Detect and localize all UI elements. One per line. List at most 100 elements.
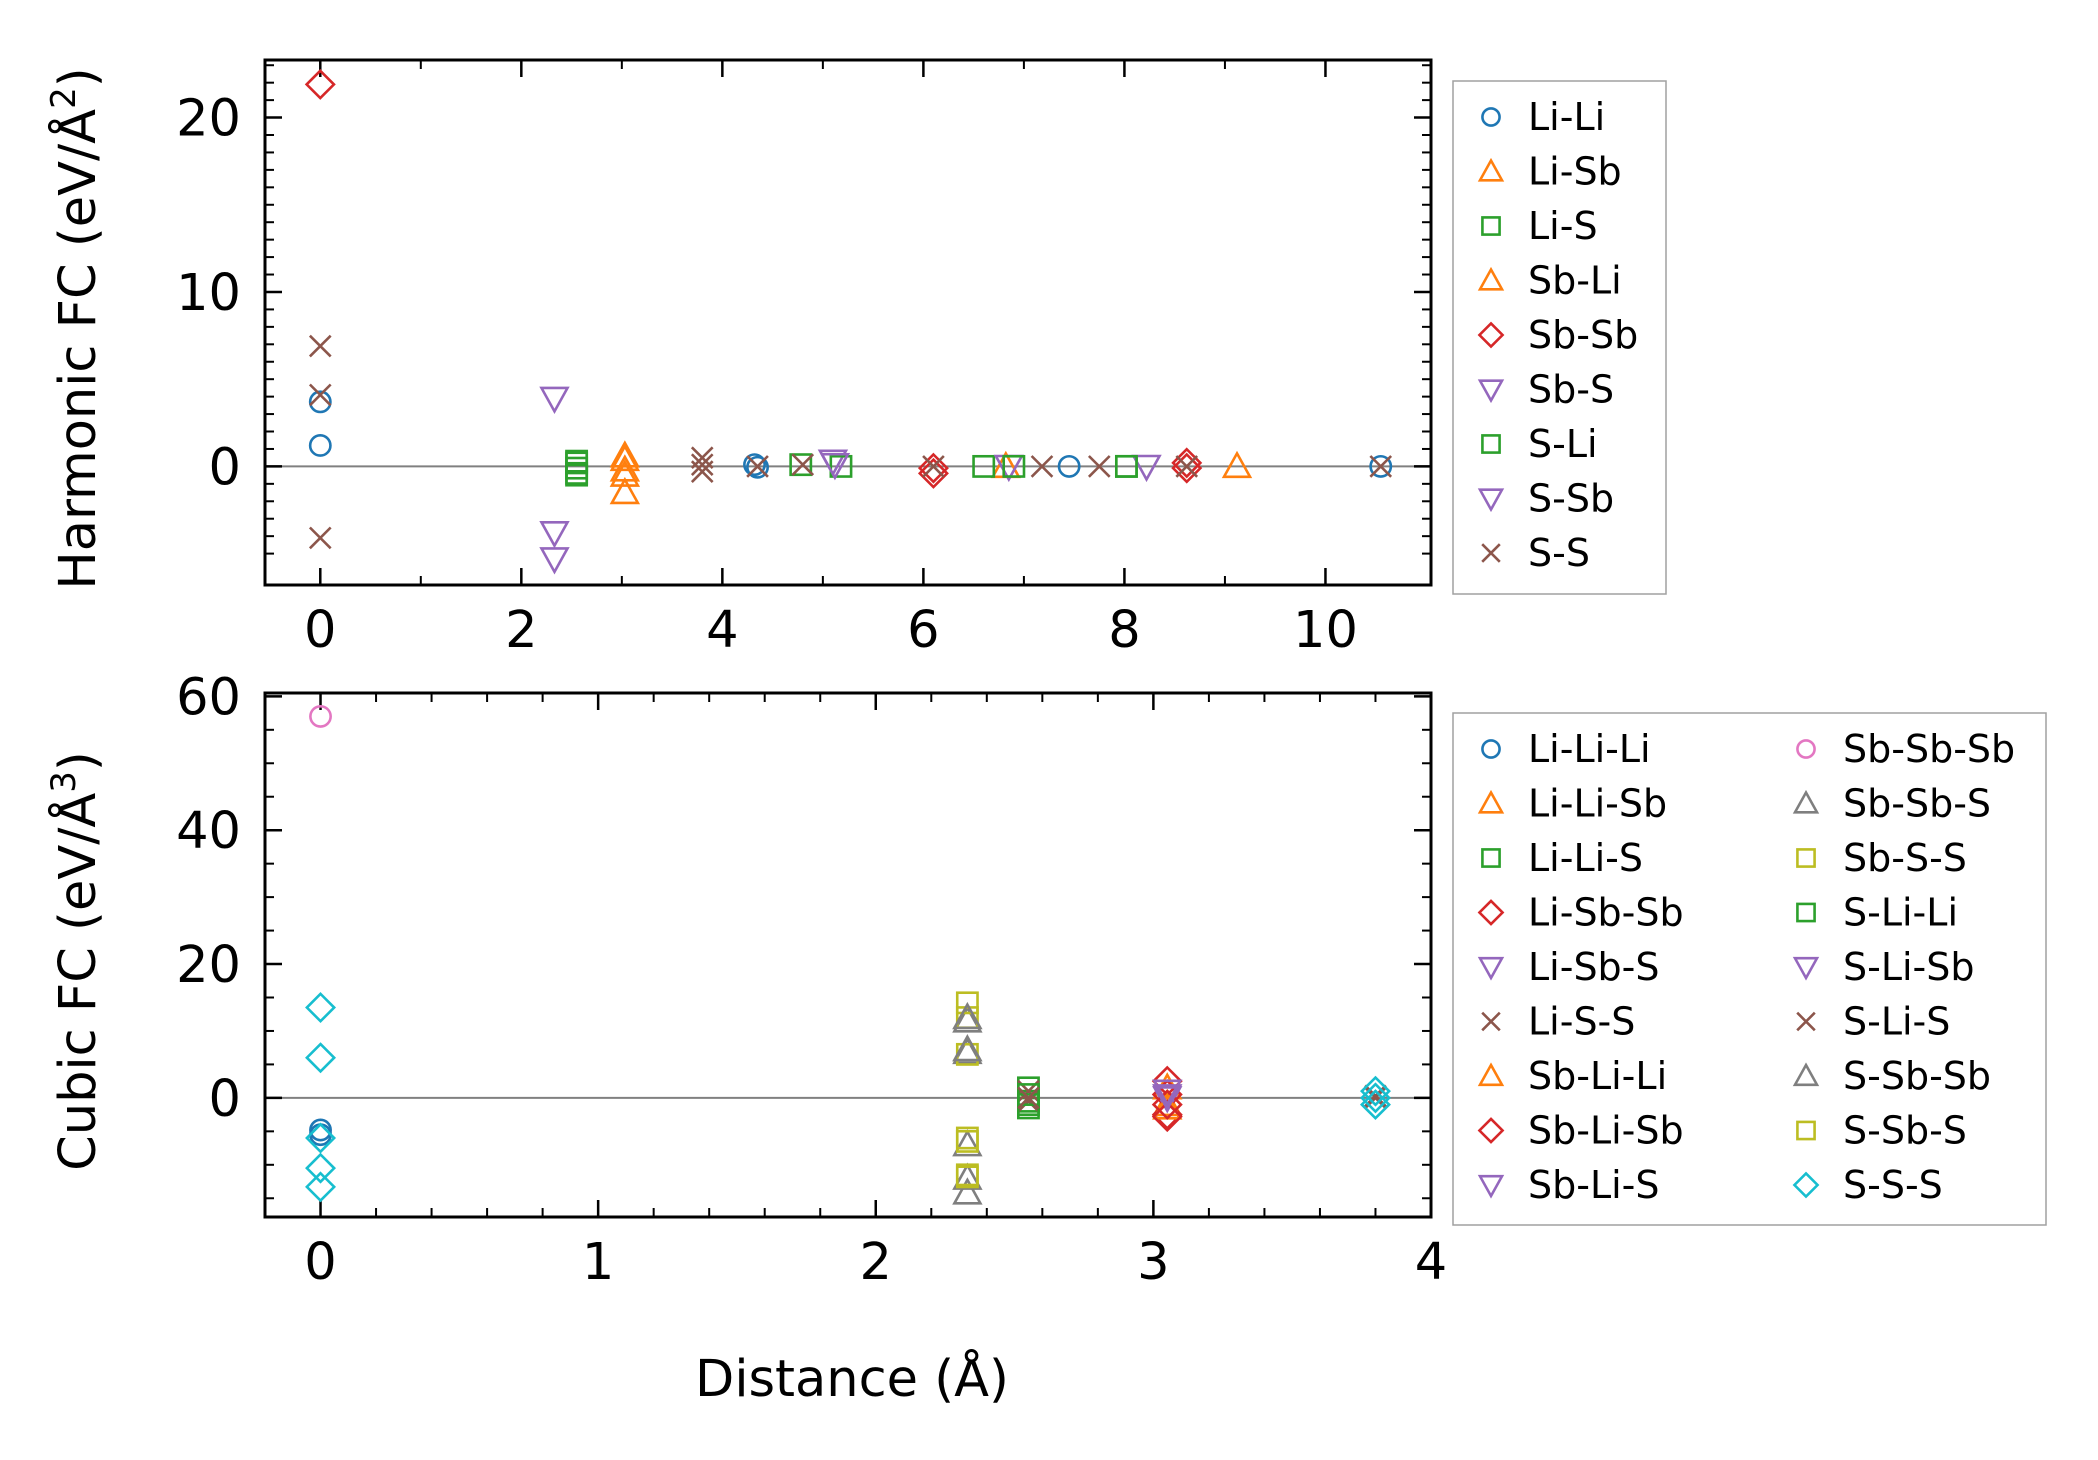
data-point-s-sb-s bbox=[955, 1165, 979, 1189]
data-point-s-sb bbox=[819, 452, 851, 481]
legend-marker-li-li-sb bbox=[1477, 789, 1505, 814]
data-point-s-s bbox=[1175, 455, 1199, 478]
data-point-sb-s bbox=[1131, 454, 1162, 483]
x-tick-label: 10 bbox=[1293, 601, 1358, 660]
legend: Li-Li-Li Li-Li-Sb Li-Li-S Li-Sb-Sb Li-Sb-S Li… bbox=[1452, 712, 2047, 1226]
data-point-s-s-s bbox=[1359, 1089, 1391, 1121]
data-point-sb-s bbox=[539, 386, 570, 415]
data-point-li-li bbox=[308, 390, 332, 414]
data-point-s-sb-sb bbox=[952, 1001, 983, 1030]
legend-marker-s-s bbox=[1481, 543, 1501, 563]
legend-entry-sb-s: Sb-S bbox=[1477, 368, 1614, 412]
data-point-sb-sb bbox=[1171, 452, 1203, 484]
series-sb-li-sb bbox=[1151, 1089, 1183, 1133]
series-li-li bbox=[308, 390, 1393, 479]
legend-entry-li-sb-s: Li-Sb-S bbox=[1477, 945, 1660, 989]
data-point-li-li bbox=[1057, 454, 1081, 478]
legend-label: Li-Li bbox=[1528, 95, 1605, 139]
legend-marker-sb-li bbox=[1477, 266, 1505, 291]
legend-marker-sb-s bbox=[1477, 379, 1505, 404]
legend-entry-s-li-sb: S-Li-Sb bbox=[1792, 945, 1975, 989]
legend-label: Li-Sb-Sb bbox=[1528, 891, 1684, 935]
legend-marker-sb-li-sb bbox=[1477, 1117, 1505, 1144]
x-tick-label: 6 bbox=[907, 601, 939, 660]
data-point-li-li bbox=[308, 434, 332, 457]
x-tick-label: 8 bbox=[1108, 601, 1140, 660]
legend-label: Li-Li-Sb bbox=[1528, 782, 1667, 826]
legend-entry-s-sb: S-Sb bbox=[1477, 477, 1614, 521]
legend-entry-s-s-s: S-S-S bbox=[1792, 1163, 1943, 1207]
legend-label: Sb-Sb bbox=[1528, 313, 1638, 357]
legend-label: Sb-Li bbox=[1528, 259, 1622, 303]
data-point-s-sb-sb bbox=[952, 1034, 983, 1062]
data-point-s-s-s bbox=[1359, 1082, 1391, 1114]
legend-marker-s-s-s bbox=[1792, 1171, 1820, 1199]
x-tick-label: 3 bbox=[1137, 1233, 1169, 1292]
data-point-s-s-s bbox=[1359, 1075, 1391, 1107]
series-sb-li bbox=[609, 443, 641, 482]
data-point-s-li-sb bbox=[1152, 1084, 1183, 1112]
legend-entry-s-sb-s: S-Sb-S bbox=[1796, 1109, 1967, 1153]
series-sb-sb-sb bbox=[309, 704, 332, 728]
legend-marker-li-sb bbox=[1477, 157, 1505, 182]
x-tick-label: 4 bbox=[706, 601, 738, 660]
data-point-s-li-li bbox=[1017, 1093, 1040, 1117]
x-tick-label: 0 bbox=[304, 1233, 336, 1292]
legend-label: Sb-Sb-Sb bbox=[1843, 727, 2015, 771]
data-point-sb-sb-sb bbox=[309, 704, 332, 728]
legend-entry-li-sb: Li-Sb bbox=[1477, 150, 1622, 194]
legend-entry-li-s: Li-S bbox=[1481, 204, 1598, 248]
y-tick-label: 0 bbox=[209, 438, 241, 497]
series-sb-li-s bbox=[1152, 1079, 1183, 1107]
legend-label: S-Sb-S bbox=[1843, 1109, 1967, 1153]
data-point-s-li bbox=[829, 454, 853, 478]
data-point-s-sb-s bbox=[955, 1126, 979, 1150]
data-point-s-s-s bbox=[305, 1042, 337, 1074]
legend-label: S-Sb bbox=[1528, 477, 1614, 521]
legend-entry-sb-sb-s: Sb-Sb-S bbox=[1792, 782, 1991, 826]
legend-entry-sb-s-s: Sb-S-S bbox=[1796, 836, 1967, 880]
legend-marker-s-sb-sb bbox=[1792, 1062, 1820, 1087]
legend-label: Sb-Li-Li bbox=[1528, 1054, 1667, 1098]
data-point-s-s bbox=[690, 460, 714, 483]
legend-marker-s-sb bbox=[1477, 488, 1505, 513]
legend-label: Li-Li-Li bbox=[1528, 727, 1651, 771]
data-point-sb-li bbox=[609, 443, 641, 472]
legend-label: S-Sb-Sb bbox=[1843, 1054, 1991, 1098]
data-point-s-s bbox=[791, 453, 815, 476]
series-s-li bbox=[565, 451, 1138, 485]
series-s-li-li bbox=[1017, 1083, 1040, 1117]
y-axis-title-text: Harmonic FC (eV/Å bbox=[46, 109, 108, 590]
data-point-s-s bbox=[1030, 455, 1054, 478]
legend-marker-s-li bbox=[1481, 434, 1501, 454]
legend-marker-li-li-s bbox=[1481, 848, 1501, 868]
legend-entry-s-s: S-S bbox=[1481, 531, 1590, 575]
plot-frame bbox=[263, 58, 1433, 587]
data-point-sb-sb-s bbox=[952, 1129, 983, 1157]
legend-label: S-S bbox=[1528, 531, 1590, 575]
data-point-sb-sb bbox=[917, 452, 949, 484]
y-tick-label: 20 bbox=[176, 90, 241, 149]
y-axis-title: Cubic FC (eV/Å3) bbox=[44, 751, 108, 1171]
data-point-s-sb bbox=[539, 547, 570, 575]
data-point-s-s bbox=[308, 526, 332, 550]
data-point-s-s bbox=[746, 455, 769, 478]
legend-label: Sb-Sb-S bbox=[1843, 782, 1991, 826]
legend-label: S-Li-Sb bbox=[1843, 945, 1975, 989]
series-li-sb bbox=[609, 440, 1253, 505]
legend-label: Sb-S bbox=[1528, 368, 1614, 412]
data-point-s-s bbox=[1087, 455, 1111, 478]
data-point-li-li bbox=[743, 453, 766, 477]
y-axis-title-power: 3 bbox=[44, 771, 84, 793]
legend-entry-s-sb-sb: S-Sb-Sb bbox=[1792, 1054, 1991, 1098]
data-point-s-li bbox=[565, 461, 589, 485]
legend-marker-li-s bbox=[1481, 216, 1501, 236]
legend-marker-li-sb-s bbox=[1477, 956, 1505, 981]
data-point-li-sb bbox=[609, 476, 641, 505]
data-point-sb-li-sb bbox=[1151, 1101, 1183, 1133]
legend-entry-s-li: S-Li bbox=[1481, 422, 1598, 466]
legend-frame bbox=[1452, 712, 2047, 1226]
x-axis-title: Distance (Å) bbox=[695, 1347, 1009, 1409]
data-point-li-s bbox=[789, 453, 813, 477]
